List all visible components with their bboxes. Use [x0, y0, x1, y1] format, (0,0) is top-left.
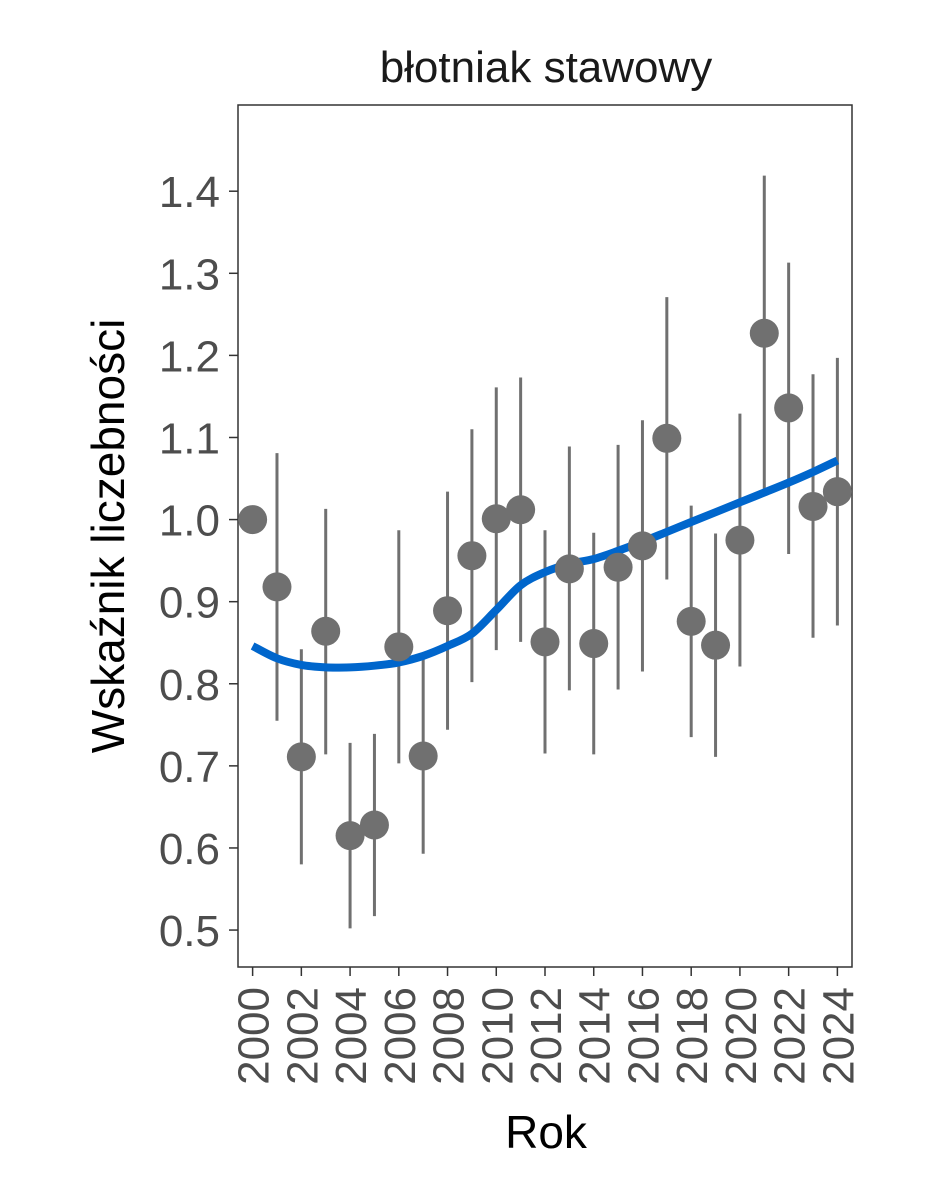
- data-point: [433, 596, 463, 626]
- data-point: [822, 477, 852, 507]
- trend-line: [250, 456, 840, 672]
- data-point: [311, 616, 341, 646]
- data-point: [530, 627, 560, 657]
- y-axis: 0.5 0.6 0.7 0.8 0.9 1.0 1.1 1.2 1.3 1.4: [159, 168, 238, 956]
- x-tick-label: 2008: [425, 987, 474, 1085]
- y-tick-label: 0.8: [159, 661, 220, 710]
- y-tick-label: 1.4: [159, 168, 220, 217]
- x-tick-label: 2006: [376, 987, 425, 1085]
- y-tick-label: 1.2: [159, 332, 220, 381]
- x-axis: 2000 2002 2004 2006 2008 2010 2012 2014 2016 2018…: [230, 967, 863, 1085]
- x-axis-label: Rok: [505, 1106, 588, 1158]
- y-tick-label: 1.0: [159, 497, 220, 546]
- data-point: [481, 504, 511, 534]
- y-tick-label: 0.6: [159, 825, 220, 874]
- x-tick-label: 2018: [668, 987, 717, 1085]
- trend-line-layer: [250, 456, 840, 672]
- data-point: [701, 630, 731, 660]
- data-point: [506, 495, 536, 525]
- data-point: [554, 554, 584, 584]
- data-point: [335, 821, 365, 851]
- data-point: [238, 505, 268, 535]
- data-point: [286, 742, 316, 772]
- data-point: [579, 629, 609, 659]
- data-point: [262, 572, 292, 602]
- data-point: [457, 541, 487, 571]
- data-point: [359, 810, 389, 840]
- y-tick-label: 0.5: [159, 907, 220, 956]
- x-tick-label: 2020: [717, 987, 766, 1085]
- data-points: [238, 318, 852, 851]
- chart-title: błotniak stawowy: [380, 43, 713, 92]
- data-point: [603, 552, 633, 582]
- x-tick-label: 2014: [571, 987, 620, 1085]
- x-tick-label: 2016: [619, 987, 668, 1085]
- data-point: [774, 393, 804, 423]
- y-axis-label: Wskaźnik liczebności: [82, 319, 134, 754]
- data-point: [408, 741, 438, 771]
- x-tick-label: 2002: [278, 987, 327, 1085]
- y-tick-label: 0.7: [159, 743, 220, 792]
- data-point: [384, 632, 414, 662]
- y-tick-label: 1.3: [159, 250, 220, 299]
- data-point: [725, 525, 755, 555]
- data-point: [627, 531, 657, 561]
- x-tick-label: 2012: [522, 987, 571, 1085]
- data-point: [652, 423, 682, 453]
- y-tick-label: 0.9: [159, 579, 220, 628]
- y-tick-label: 1.1: [159, 414, 220, 463]
- data-point: [749, 318, 779, 348]
- x-tick-label: 2024: [814, 987, 863, 1085]
- data-point: [798, 491, 828, 521]
- x-tick-label: 2004: [327, 987, 376, 1085]
- x-tick-label: 2022: [766, 987, 815, 1085]
- data-point: [676, 606, 706, 636]
- x-tick-label: 2000: [230, 987, 279, 1085]
- x-tick-label: 2010: [473, 987, 522, 1085]
